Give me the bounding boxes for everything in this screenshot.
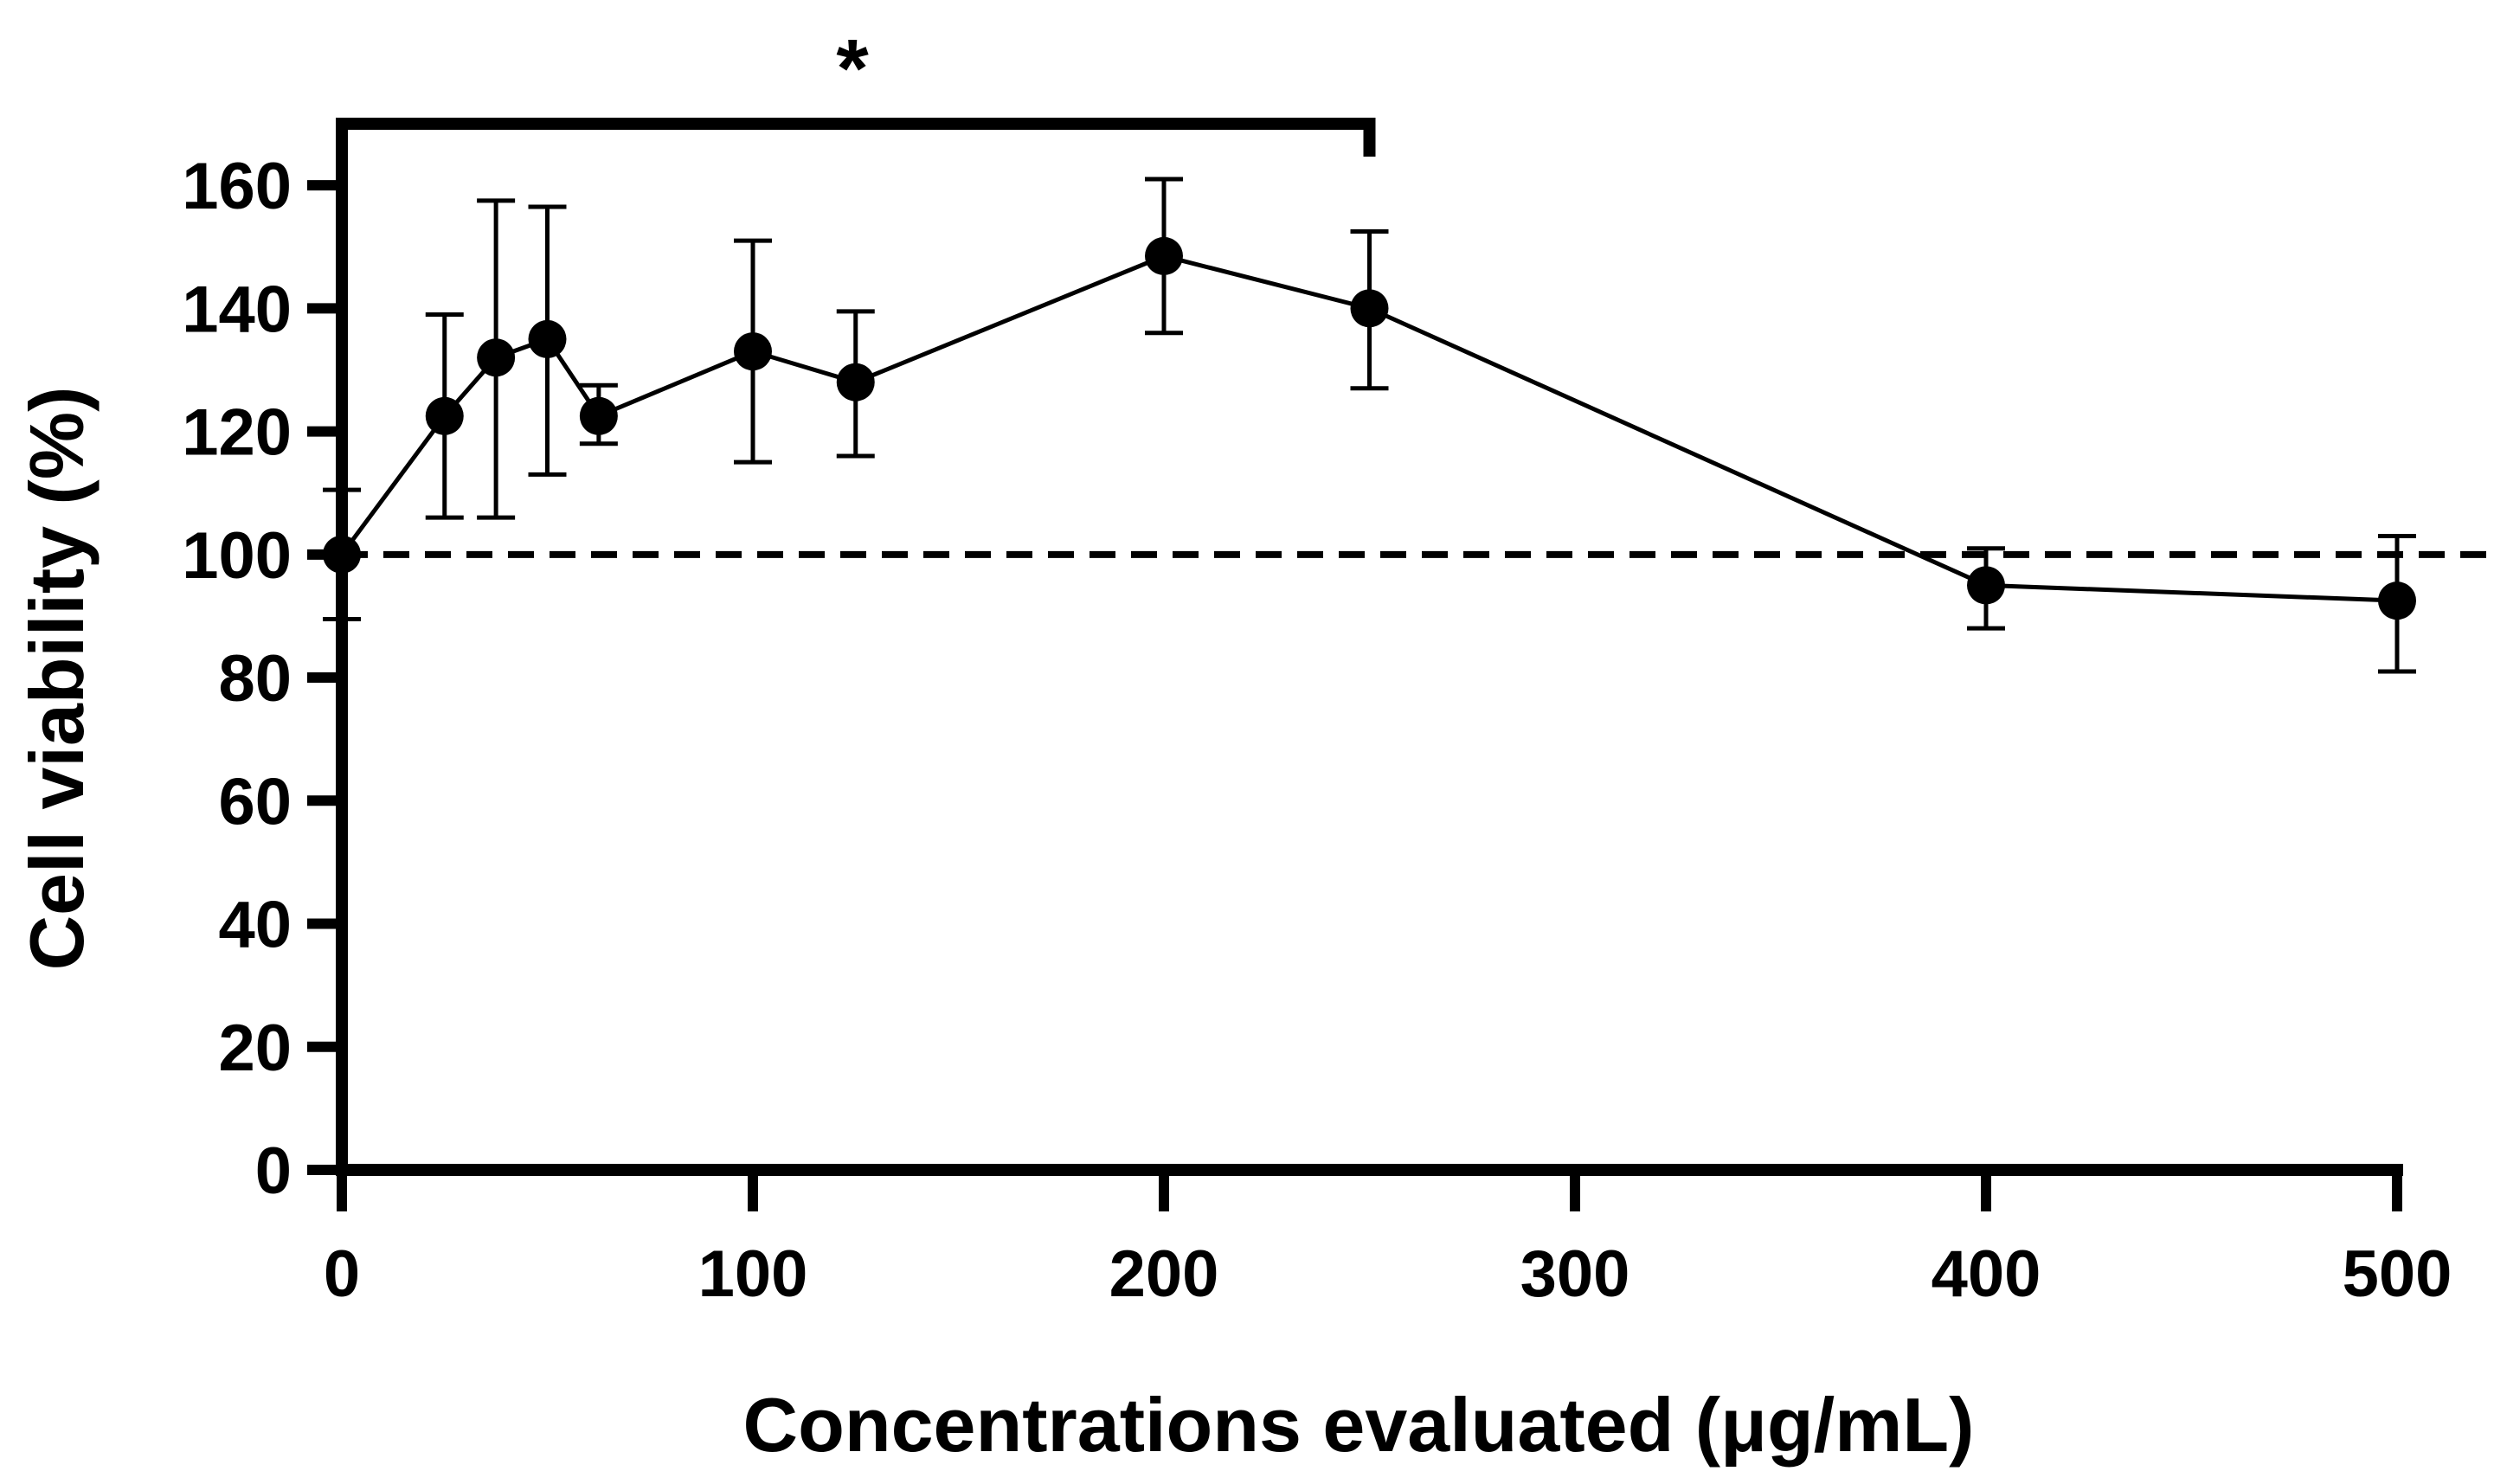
x-tick-label: 400 — [1932, 1237, 2041, 1311]
series-layer — [323, 177, 2416, 674]
y-tick-label: 60 — [218, 765, 292, 838]
data-point — [1350, 289, 1389, 328]
y-tick-label: 160 — [182, 150, 292, 223]
x-tick-label: 200 — [1109, 1237, 1219, 1311]
y-tick-label: 100 — [182, 519, 292, 593]
data-point — [734, 332, 772, 371]
data-point — [836, 363, 875, 402]
data-point — [528, 319, 567, 358]
data-point — [1967, 566, 2005, 605]
y-tick-label: 40 — [218, 889, 292, 962]
significance-asterisk: * — [836, 22, 869, 115]
y-tick-label: 140 — [182, 273, 292, 346]
y-axis-title: Cell viability (%) — [14, 387, 100, 971]
data-point — [1145, 236, 1183, 275]
data-point — [579, 396, 618, 435]
data-point — [323, 535, 361, 574]
x-axis-title: Concentrations evaluated (μg/mL) — [743, 1382, 1975, 1468]
x-tick-label: 300 — [1520, 1237, 1630, 1311]
axes-layer: 0 20 40 60 80 100 120 140 160 0 100 200 300 400 500 — [182, 124, 2452, 1311]
data-point — [477, 338, 516, 377]
y-tick-label: 120 — [182, 396, 292, 470]
x-tick-label: 500 — [2343, 1237, 2452, 1311]
significance-bracket — [336, 118, 1376, 157]
x-tick-label: 0 — [324, 1237, 360, 1311]
y-tick-label: 80 — [218, 642, 292, 716]
data-point — [425, 396, 464, 435]
y-tick-label: 0 — [255, 1134, 292, 1208]
significance-layer — [336, 118, 1376, 157]
data-point — [2378, 581, 2416, 620]
x-tick-label: 100 — [698, 1237, 808, 1311]
y-tick-label: 20 — [218, 1012, 292, 1085]
